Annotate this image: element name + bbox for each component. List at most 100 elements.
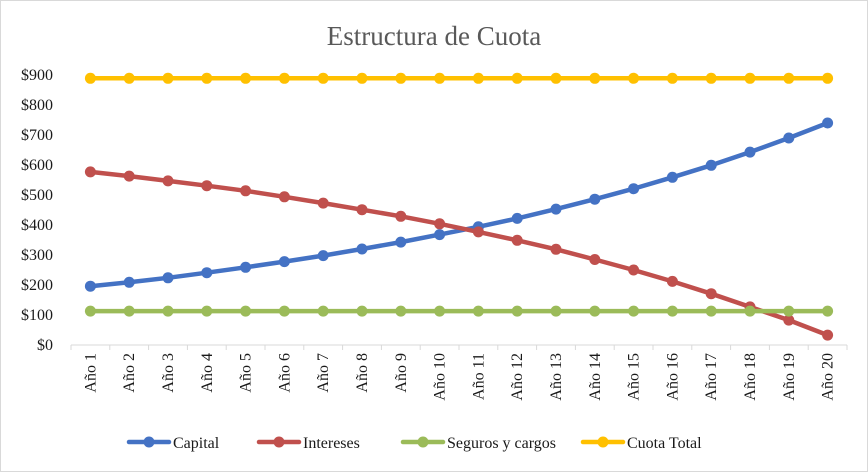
data-point	[84, 166, 96, 178]
data-point	[162, 305, 174, 317]
data-point	[666, 171, 678, 183]
y-tick-label: $900	[21, 67, 53, 84]
data-point	[317, 197, 329, 209]
y-tick-label: $700	[21, 127, 53, 144]
x-tick-label: Año 18	[742, 353, 759, 401]
y-tick-label: $300	[21, 247, 53, 264]
data-point	[822, 305, 834, 317]
series-line	[88, 169, 830, 338]
data-point	[395, 236, 407, 248]
data-point	[628, 183, 640, 195]
data-point	[434, 305, 446, 317]
data-point	[162, 272, 174, 284]
legend: Capital Intereses Seguros y cargos Cuota To…	[126, 435, 702, 452]
y-tick-label: $500	[21, 187, 53, 204]
data-point	[356, 204, 368, 216]
x-tick-label: Año 14	[587, 353, 604, 401]
data-point	[395, 72, 407, 84]
x-tick-label: Año 7	[315, 353, 332, 393]
x-tick-label: Año 15	[626, 353, 643, 401]
y-tick-label: $0	[37, 337, 53, 354]
legend-marker	[597, 436, 609, 448]
x-tick-label: Año 10	[432, 353, 449, 401]
x-tick-label: Año 1	[82, 353, 99, 393]
legend-item: Intereses	[256, 435, 360, 452]
data-point	[628, 264, 640, 276]
data-point	[434, 229, 446, 241]
data-point	[84, 280, 96, 292]
data-point	[201, 72, 213, 84]
data-point	[240, 305, 252, 317]
y-axis: $0 $100 $200 $300 $400 $500 $600 $700 $800 $900	[21, 67, 53, 354]
data-point	[356, 72, 368, 84]
x-tick-label: Año 19	[781, 353, 798, 401]
series-cuota-total	[84, 72, 834, 84]
x-tick-label: Año 13	[548, 353, 565, 401]
legend-marker	[143, 436, 155, 448]
series-line	[88, 120, 830, 289]
legend-marker	[417, 436, 429, 448]
x-axis: Año 1 Año 2 Año 3 Año 4 Año 5 Año 6 Año 7 Año 8…	[70, 344, 848, 401]
data-point	[783, 132, 795, 144]
data-point	[240, 72, 252, 84]
data-point	[472, 305, 484, 317]
data-point	[822, 329, 834, 341]
data-point	[240, 261, 252, 273]
x-tick-label: Año 11	[470, 353, 487, 400]
data-point	[123, 72, 135, 84]
data-point	[666, 72, 678, 84]
data-point	[744, 146, 756, 158]
data-point	[278, 256, 290, 268]
data-point	[589, 72, 601, 84]
data-point	[162, 72, 174, 84]
data-point	[589, 305, 601, 317]
data-point	[278, 72, 290, 84]
data-point	[317, 250, 329, 262]
data-point	[356, 305, 368, 317]
data-point	[317, 305, 329, 317]
legend-label: Cuota Total	[627, 435, 702, 452]
legend-marker	[273, 436, 285, 448]
legend-item: Capital	[126, 435, 220, 452]
data-point	[822, 117, 834, 129]
data-point	[783, 314, 795, 326]
data-point	[123, 276, 135, 288]
data-point	[123, 305, 135, 317]
data-point	[511, 305, 523, 317]
data-point	[589, 254, 601, 265]
data-point	[240, 185, 252, 197]
legend-label: Capital	[173, 435, 220, 452]
series-seguros-y-cargos	[84, 305, 834, 317]
data-point	[511, 72, 523, 84]
data-point	[395, 305, 407, 317]
data-point	[278, 305, 290, 317]
y-tick-label: $100	[21, 307, 53, 324]
data-point	[472, 72, 484, 84]
x-tick-label: Año 12	[509, 353, 526, 401]
series-capital	[84, 117, 834, 292]
chart-title: Estructura de Cuota	[327, 21, 541, 51]
x-tick-label: Año 4	[199, 353, 216, 393]
data-point	[666, 305, 678, 317]
data-point	[705, 305, 717, 317]
data-point	[201, 267, 213, 279]
x-tick-label: Año 17	[703, 353, 720, 401]
data-point	[84, 305, 96, 317]
data-point	[705, 72, 717, 84]
x-tick-label: Año 8	[354, 353, 371, 393]
series-intereses	[84, 166, 834, 341]
data-point	[705, 159, 717, 171]
data-point	[201, 180, 213, 192]
data-point	[744, 72, 756, 84]
legend-label: Seguros y cargos	[447, 435, 556, 452]
data-point	[434, 72, 446, 84]
data-point	[395, 210, 407, 222]
data-point	[705, 288, 717, 300]
data-point	[822, 72, 834, 84]
data-point	[550, 305, 562, 317]
data-point	[511, 234, 523, 246]
x-tick-label: Año 2	[121, 353, 138, 393]
series-layer	[84, 72, 834, 341]
